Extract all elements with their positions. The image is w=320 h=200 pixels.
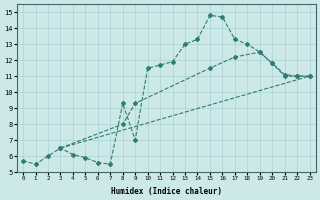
X-axis label: Humidex (Indice chaleur): Humidex (Indice chaleur) bbox=[111, 187, 222, 196]
